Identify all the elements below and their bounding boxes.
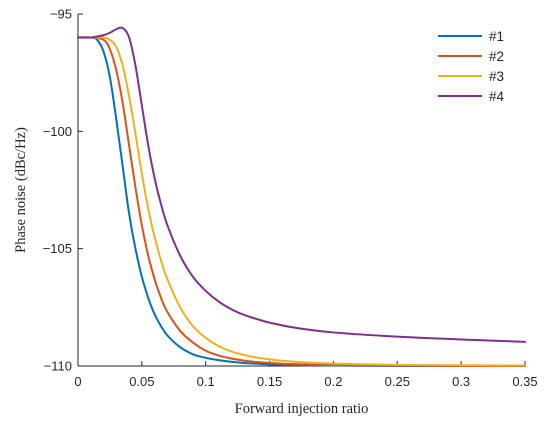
x-tick-label: 0.35 — [512, 374, 537, 389]
legend-label-2: #2 — [489, 49, 504, 64]
y-tick-label: −110 — [44, 359, 72, 374]
y-tick-label: −95 — [50, 7, 72, 22]
y-tick-label: −100 — [43, 124, 72, 139]
x-axis-label: Forward injection ratio — [235, 401, 369, 417]
legend: #1 #2 #3 #4 — [438, 29, 505, 104]
series-line-1 — [77, 36, 526, 368]
y-ticks: −110 −105 −100 −95 — [43, 7, 83, 374]
x-tick-label: 0.15 — [257, 374, 282, 389]
series-line-3 — [77, 36, 526, 367]
series-line-2 — [77, 36, 526, 368]
x-tick-label: 0.1 — [197, 374, 215, 389]
x-tick-label: 0.05 — [129, 374, 154, 389]
y-axis-label: Phase noise (dBc/Hz) — [13, 127, 29, 253]
x-tick-label: 0 — [74, 374, 81, 389]
series-line-4 — [77, 26, 526, 343]
x-tick-label: 0.2 — [324, 374, 342, 389]
legend-label-4: #4 — [489, 89, 505, 104]
x-tick-label: 0.25 — [385, 374, 410, 389]
legend-label-3: #3 — [489, 69, 504, 84]
series-lines — [77, 26, 526, 368]
y-tick-label: −105 — [43, 241, 72, 256]
legend-label-1: #1 — [489, 29, 504, 44]
x-ticks: 0 0.05 0.1 0.15 0.2 0.25 0.3 0.35 — [74, 361, 538, 389]
x-tick-label: 0.3 — [452, 374, 470, 389]
